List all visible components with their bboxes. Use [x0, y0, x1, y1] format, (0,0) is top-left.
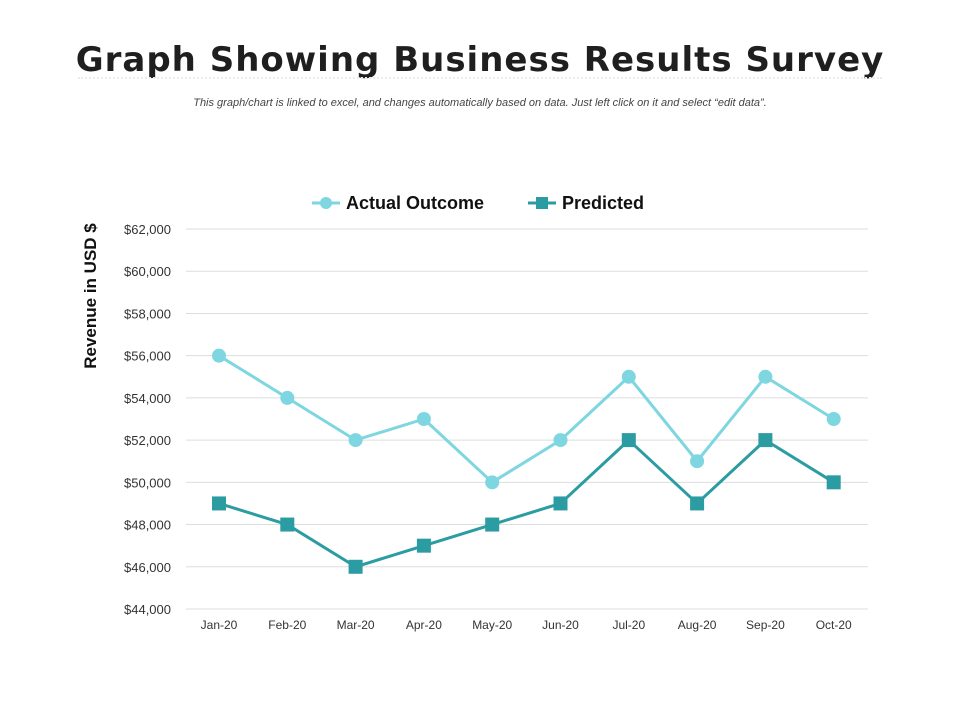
y-axis-title: Revenue in USD $	[81, 223, 100, 369]
y-tick-label: $60,000	[124, 264, 171, 279]
data-point	[485, 475, 500, 490]
data-point	[553, 433, 568, 448]
x-tick-label: Apr-20	[406, 618, 442, 632]
y-tick-label: $54,000	[124, 391, 171, 406]
data-point	[348, 559, 363, 574]
data-point	[826, 475, 841, 490]
data-point	[758, 433, 773, 448]
data-point	[690, 496, 705, 511]
legend-label: Predicted	[562, 193, 644, 213]
page-subtitle: This graph/chart is linked to excel, and…	[193, 97, 767, 109]
y-tick-label: $44,000	[124, 602, 171, 617]
data-point	[416, 412, 431, 426]
x-tick-label: Jun-20	[542, 618, 579, 632]
x-tick-label: Aug-20	[678, 618, 717, 632]
data-point	[280, 390, 295, 405]
title-divider	[78, 77, 882, 79]
legend-label: Actual Outcome	[346, 193, 484, 213]
series-line-2	[218, 438, 835, 569]
page-title: Graph Showing Business Results Survey	[75, 40, 885, 80]
y-tick-label: $46,000	[124, 560, 171, 575]
x-tick-label: Mar-20	[337, 618, 375, 632]
x-tick-label: Jul-20	[612, 618, 645, 632]
x-tick-label: Jan-20	[201, 618, 238, 632]
data-point	[826, 412, 841, 426]
data-point	[758, 369, 773, 384]
x-tick-label: May-20	[472, 618, 512, 632]
series-lines	[212, 348, 841, 574]
data-point	[485, 517, 500, 532]
x-tick-label: Oct-20	[816, 618, 852, 632]
legend-marker	[536, 197, 548, 209]
data-point	[621, 369, 636, 384]
data-point	[621, 433, 636, 448]
x-tick-label: Feb-20	[268, 618, 306, 632]
y-tick-label: $48,000	[124, 518, 171, 533]
gridlines	[186, 228, 868, 610]
data-point	[690, 454, 705, 469]
y-axis-ticks: $44,000 $46,000 $48,000 $50,000 $52,000 $54,0…	[124, 222, 171, 617]
x-tick-label: Sep-20	[746, 618, 785, 632]
series-line-1	[218, 354, 835, 484]
y-tick-label: $62,000	[124, 222, 171, 237]
x-axis-ticks: Jan-20 Feb-20 Mar-20 Apr-20 May-20 Jun-20 Jul-…	[201, 618, 852, 632]
data-point	[212, 496, 226, 511]
data-point	[348, 433, 363, 448]
data-point	[553, 496, 568, 511]
data-point	[212, 348, 226, 363]
legend-marker	[320, 197, 332, 209]
y-tick-label: $50,000	[124, 475, 171, 490]
data-point	[416, 538, 431, 553]
y-tick-label: $56,000	[124, 349, 171, 364]
y-tick-label: $58,000	[124, 306, 171, 321]
y-tick-label: $52,000	[124, 433, 171, 448]
data-point	[280, 517, 295, 532]
legend: Actual Outcome Predicted	[312, 193, 644, 213]
